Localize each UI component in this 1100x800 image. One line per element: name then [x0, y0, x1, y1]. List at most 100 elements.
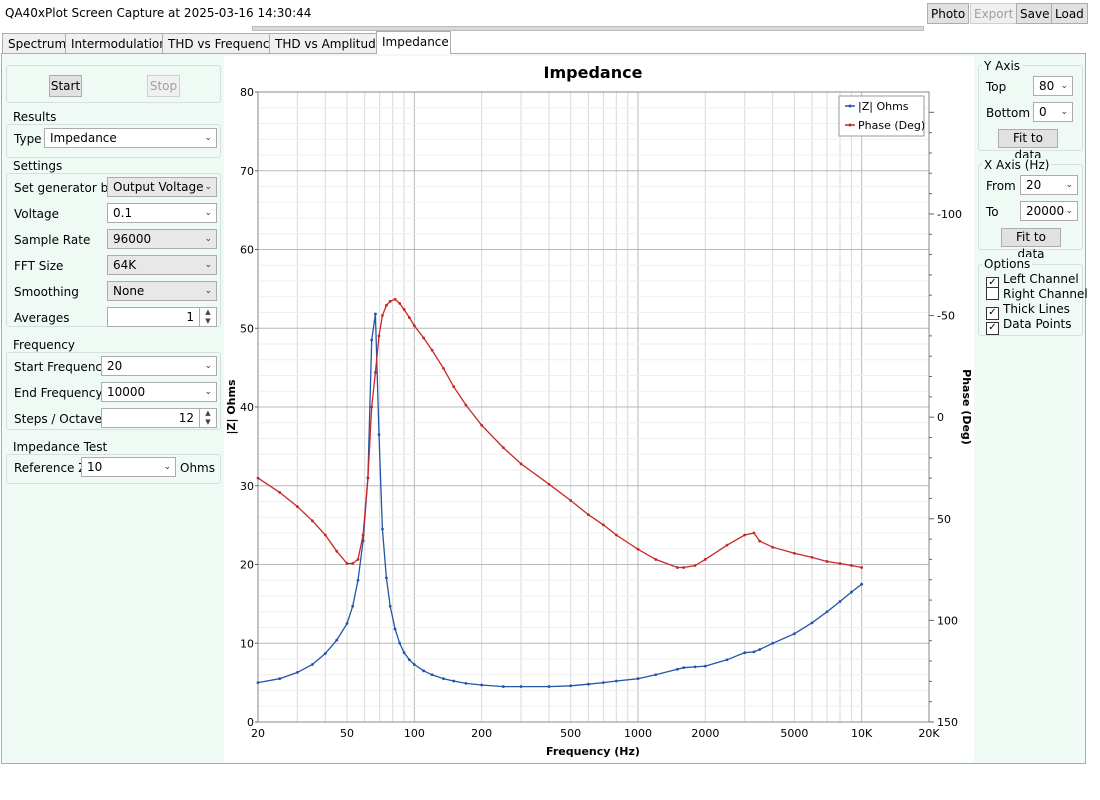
checkbox-empty-icon: [986, 287, 999, 300]
x-tick-label: 20K: [918, 727, 940, 740]
generator-select[interactable]: Output Voltage ⌄: [107, 177, 217, 197]
phase-data-point: [758, 539, 762, 543]
progress-bar: [252, 26, 924, 31]
phase-data-point: [675, 566, 679, 569]
tab-thd-vs-frequency[interactable]: THD vs Frequency: [162, 33, 277, 53]
impedance-plot[interactable]: Impedance 20 50 100 200 500 1000 2000 5000 10K 20…: [224, 56, 974, 762]
impedance-data-point: [743, 651, 747, 655]
x-from-select[interactable]: 20 ⌄: [1020, 175, 1078, 195]
run-group: Start Stop: [6, 65, 221, 103]
photo-button[interactable]: Photo: [927, 3, 970, 24]
x-tick-label: 20: [251, 727, 265, 740]
y-bottom-select[interactable]: 0 ⌄: [1033, 102, 1073, 122]
impedance-data-point: [850, 590, 853, 594]
y-tick-label: 10: [240, 637, 254, 650]
fft-size-select[interactable]: 64K ⌄: [107, 255, 217, 275]
chevron-down-icon: ⌄: [1060, 81, 1068, 91]
y-top-select[interactable]: 80 ⌄: [1033, 76, 1073, 96]
tab-intermodulation[interactable]: Intermodulation: [65, 33, 167, 53]
sample-rate-value: 96000: [113, 232, 152, 246]
thick-lines-checkbox[interactable]: ✓ Thick Lines: [986, 302, 1070, 320]
y2-tick-label: 0: [937, 411, 944, 424]
impedance-data-point: [501, 685, 505, 688]
chevron-down-icon: ⌄: [163, 462, 171, 472]
phase-data-point: [398, 301, 402, 305]
phase-data-point: [430, 348, 434, 352]
data-points-checkbox[interactable]: ✓ Data Points: [986, 317, 1072, 335]
phase-data-point: [335, 549, 339, 553]
y2-tick-label: 150: [937, 716, 958, 729]
x-tick-label: 100: [404, 727, 425, 740]
x-to-select[interactable]: 20000 ⌄: [1020, 201, 1078, 221]
impedance-data-point: [464, 682, 468, 685]
impedance-data-point: [442, 677, 445, 681]
y-axis-title: Y Axis: [982, 59, 1023, 73]
phase-data-point: [361, 533, 365, 537]
reference-z-unit: Ohms: [180, 461, 215, 475]
start-frequency-select[interactable]: 20 ⌄: [101, 356, 217, 376]
phase-data-point: [547, 482, 551, 486]
tab-thd-vs-amplitude[interactable]: THD vs Amplitude: [269, 33, 383, 53]
tab-impedance[interactable]: Impedance: [376, 31, 451, 54]
right-channel-checkbox[interactable]: Right Channel: [986, 287, 1088, 302]
export-button[interactable]: Export: [970, 3, 1018, 24]
smoothing-select[interactable]: None ⌄: [107, 281, 217, 301]
phase-data-point: [693, 564, 697, 567]
x-fit-to-data-button[interactable]: Fit to data: [1001, 228, 1061, 261]
x-tick-label: 50: [340, 727, 354, 740]
generator-value: Output Voltage: [113, 180, 204, 194]
legend: |Z| Ohms Phase (Deg): [838, 95, 925, 137]
phase-data-point: [614, 533, 618, 537]
left-channel-checkbox[interactable]: ✓ Left Channel: [986, 272, 1079, 290]
averages-stepper[interactable]: 1 ▲ ▼: [107, 307, 217, 327]
reference-z-select[interactable]: 10 ⌄: [81, 457, 176, 477]
reference-z-label: Reference Z: [14, 461, 87, 475]
impedance-data-point: [693, 665, 697, 669]
phase-data-point: [464, 403, 468, 407]
stepper-arrows-icon[interactable]: ▲ ▼: [199, 409, 216, 427]
end-frequency-label: End Frequency: [14, 386, 103, 400]
phase-data-point: [586, 513, 590, 517]
phase-data-point: [850, 564, 853, 567]
start-frequency-value: 20: [107, 359, 123, 373]
steps-octave-stepper[interactable]: 12 ▲ ▼: [101, 408, 217, 428]
series-layer: [256, 297, 864, 688]
impedance-data-point: [771, 641, 775, 645]
phase-data-point: [323, 533, 327, 537]
y-fit-to-data-button[interactable]: Fit to data: [998, 129, 1058, 162]
x-tick-label: 2000: [691, 727, 719, 740]
chevron-down-icon: ⌄: [204, 234, 212, 244]
impedance-data-point: [758, 648, 762, 651]
voltage-select[interactable]: 0.1 ⌄: [107, 203, 217, 223]
impedance-data-point: [586, 682, 590, 686]
stop-button[interactable]: Stop: [147, 75, 180, 97]
x-tick-label: 500: [560, 727, 581, 740]
sample-rate-select[interactable]: 96000 ⌄: [107, 229, 217, 249]
impedance-data-point: [422, 669, 425, 673]
impedance-data-point: [388, 604, 392, 608]
phase-data-point: [860, 566, 864, 569]
data-points-label: Data Points: [1003, 317, 1072, 331]
phase-data-point: [703, 558, 707, 561]
start-button[interactable]: Start: [49, 75, 82, 97]
x-axis-title: X Axis (Hz): [982, 158, 1052, 172]
chevron-down-icon: ⌄: [204, 182, 212, 192]
save-button[interactable]: Save: [1016, 3, 1054, 24]
x-to-label: To: [986, 205, 999, 219]
impedance-data-point: [356, 578, 360, 582]
load-button[interactable]: Load: [1051, 3, 1088, 24]
phase-data-point: [825, 560, 829, 563]
stepper-arrows-icon[interactable]: ▲ ▼: [199, 308, 216, 326]
impedance-data-point: [374, 312, 377, 316]
tab-spectrum[interactable]: Spectrum: [2, 33, 66, 53]
y-tick-label: 80: [240, 86, 254, 99]
x-tick-label: 200: [471, 727, 492, 740]
end-frequency-select[interactable]: 10000 ⌄: [101, 382, 217, 402]
results-title: Results: [11, 110, 59, 124]
legend-impedance-dot: [848, 104, 852, 108]
averages-value: 1: [186, 310, 194, 324]
averages-label: Averages: [14, 311, 70, 325]
y-top-value: 80: [1039, 79, 1055, 93]
voltage-value: 0.1: [113, 206, 133, 220]
type-select[interactable]: Impedance ⌄: [44, 128, 217, 148]
